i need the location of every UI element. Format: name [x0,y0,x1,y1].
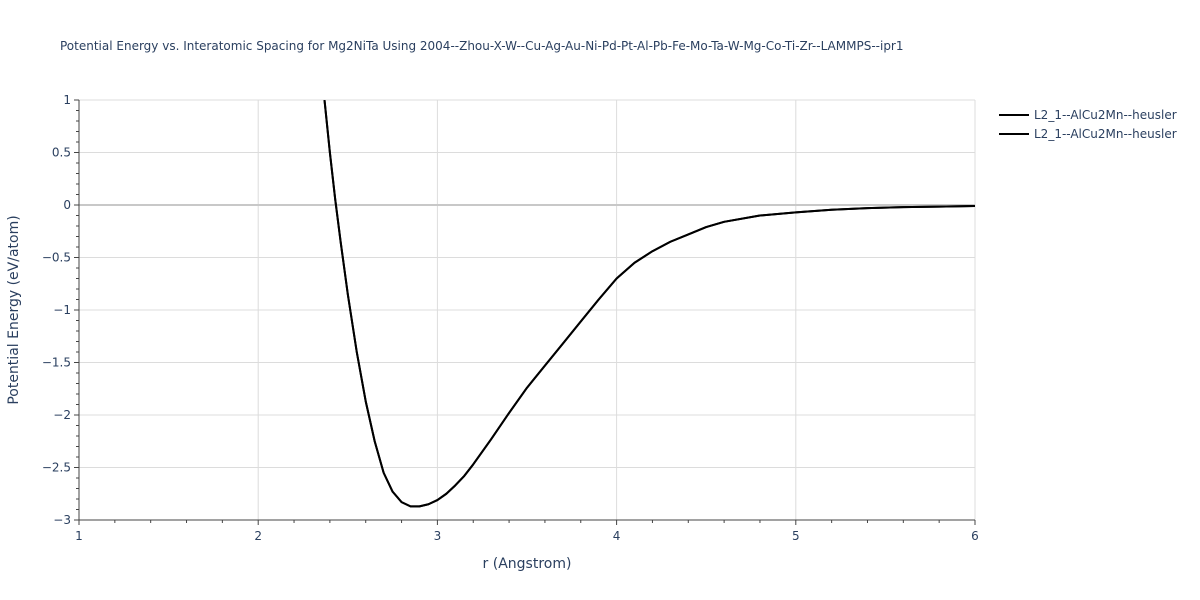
x-tick-label: 5 [792,529,800,543]
y-tick-label: −1 [53,303,71,317]
y-tick-label: −2.5 [42,461,71,475]
series-line-2 [323,100,975,508]
x-tick-label: 2 [254,529,262,543]
series-layer [323,100,975,508]
x-axis-title: r (Angstrom) [483,556,572,572]
y-axis-title: Potential Energy (eV/atom) [6,215,22,404]
x-tick-label: 3 [434,529,442,543]
series-line-1 [323,100,975,508]
legend-label: L2_1--AlCu2Mn--heusler [1034,108,1177,122]
gridlines [79,99,976,520]
y-tick-label: −1.5 [42,356,71,370]
y-tick-label: −0.5 [42,251,71,265]
legend: L2_1--AlCu2Mn--heusler L2_1--AlCu2Mn--heu… [999,108,1177,141]
x-tick-label: 4 [613,529,621,543]
y-tick-label: 0.5 [52,146,71,160]
y-tick-label: −2 [53,408,71,422]
x-tick-label: 1 [75,529,83,543]
legend-label: L2_1--AlCu2Mn--heusler [1034,127,1177,141]
y-tick-label: −3 [53,513,71,527]
axes: 1 2 3 4 5 6 1 0.5 0 −0.5 −1 −1.5 −2 −2.5 −3 [42,93,979,543]
y-tick-label: 0 [63,198,71,212]
y-tick-label: 1 [63,93,71,107]
x-tick-label: 6 [971,529,979,543]
chart-title: Potential Energy vs. Interatomic Spacing… [60,39,904,53]
